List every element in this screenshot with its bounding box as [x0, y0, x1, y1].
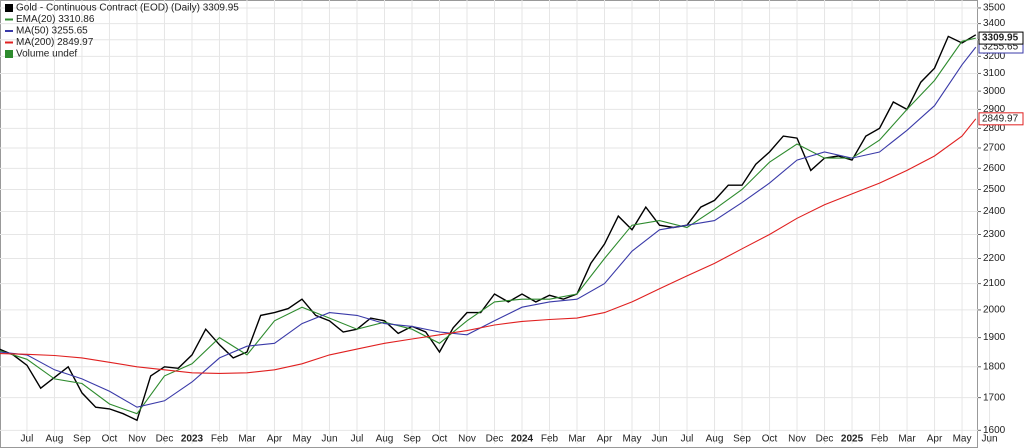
x-tick-label: Apr	[927, 434, 943, 445]
legend-label: MA(200) 2849.97	[16, 37, 94, 48]
x-tick-label: Dec	[486, 434, 504, 445]
x-tick-label: Jun	[321, 434, 337, 445]
x-tick-label: Dec	[156, 434, 174, 445]
series-line	[0, 118, 977, 374]
series-lines	[0, 34, 977, 422]
chart-title: Gold - Continuous Contract (EOD) (Daily)…	[16, 3, 239, 14]
x-tick-label: May	[953, 434, 972, 445]
x-tick-label: Jun	[651, 434, 667, 445]
price-tag-label: 2849.97	[982, 113, 1019, 124]
y-tick-label: 2700	[983, 143, 1006, 154]
legend-swatch	[5, 4, 13, 12]
x-tick-label: Aug	[46, 434, 64, 445]
x-tick-label: 2025	[841, 434, 864, 445]
y-tick-label: 2100	[983, 278, 1006, 289]
legend-swatch	[5, 50, 13, 58]
series-line	[0, 46, 977, 408]
x-tick-label: Aug	[706, 434, 724, 445]
legend-label: EMA(20) 3310.86	[16, 14, 95, 25]
y-tick-label: 3100	[983, 68, 1006, 79]
x-tick-label: 2023	[181, 434, 204, 445]
legend-label: Volume undef	[16, 49, 77, 60]
series-line	[0, 37, 976, 415]
x-tick-label: Feb	[211, 434, 229, 445]
x-tick-label: Mar	[568, 434, 586, 445]
price-tag	[978, 31, 1024, 45]
y-tick-label: 1600	[983, 425, 1006, 436]
y-tick-label: 2600	[983, 163, 1006, 174]
x-tick-label: Mar	[238, 434, 256, 445]
x-tick-label: Aug	[376, 434, 394, 445]
series-line	[0, 34, 977, 422]
x-tick-label: Apr	[597, 434, 613, 445]
plot-frame	[0, 0, 978, 448]
price-tag-label: 3309.95	[982, 33, 1019, 44]
x-tick-label: Feb	[871, 434, 889, 445]
x-tick-label: Oct	[762, 434, 778, 445]
x-tick-label: Dec	[816, 434, 834, 445]
x-tick-label: Jul	[681, 434, 694, 445]
price-tag	[978, 112, 1024, 126]
x-tick-label: May	[623, 434, 642, 445]
legend: Gold - Continuous Contract (EOD) (Daily)…	[5, 3, 239, 60]
legend-label: MA(50) 3255.65	[16, 26, 88, 37]
y-tick-label: 1800	[983, 361, 1006, 372]
x-tick-label: Feb	[541, 434, 559, 445]
x-tick-label: 2024	[511, 434, 534, 445]
y-tick-label: 2500	[983, 184, 1006, 195]
y-tick-label: 1700	[983, 392, 1006, 403]
y-tick-label: 2400	[983, 206, 1006, 217]
grid	[0, 0, 991, 444]
x-tick-label: Jul	[351, 434, 364, 445]
x-tick-label: Oct	[432, 434, 448, 445]
x-tick-label: Sep	[403, 434, 421, 445]
y-tick-label: 2300	[983, 229, 1006, 240]
y-tick-label: 3400	[983, 18, 1006, 29]
x-tick-label: Jun	[981, 434, 997, 445]
x-tick-label: Apr	[267, 434, 283, 445]
y-tick-label: 3200	[983, 51, 1006, 62]
price-tag-label: 3255.65	[982, 42, 1019, 53]
x-tick-label: Nov	[128, 434, 146, 445]
y-axis: 1600 1700 1800 1900 2000 2100 2200 2300 2400 2500…	[21, 3, 1024, 445]
y-tick-label: 3000	[983, 86, 1006, 97]
x-tick-label: Mar	[898, 434, 916, 445]
y-tick-label: 2900	[983, 104, 1006, 115]
y-tick-label: 2800	[983, 123, 1006, 134]
x-tick-label: Sep	[733, 434, 751, 445]
x-tick-label: Oct	[102, 434, 118, 445]
y-tick-label: 2000	[983, 305, 1006, 316]
x-tick-label: Sep	[73, 434, 91, 445]
y-tick-label: 2200	[983, 253, 1006, 264]
x-tick-label: May	[293, 434, 312, 445]
y-tick-label: 3500	[983, 3, 1006, 14]
x-tick-label: Jul	[21, 434, 34, 445]
x-tick-label: Nov	[458, 434, 476, 445]
y-tick-label: 1900	[983, 332, 1006, 343]
x-tick-label: Nov	[788, 434, 806, 445]
